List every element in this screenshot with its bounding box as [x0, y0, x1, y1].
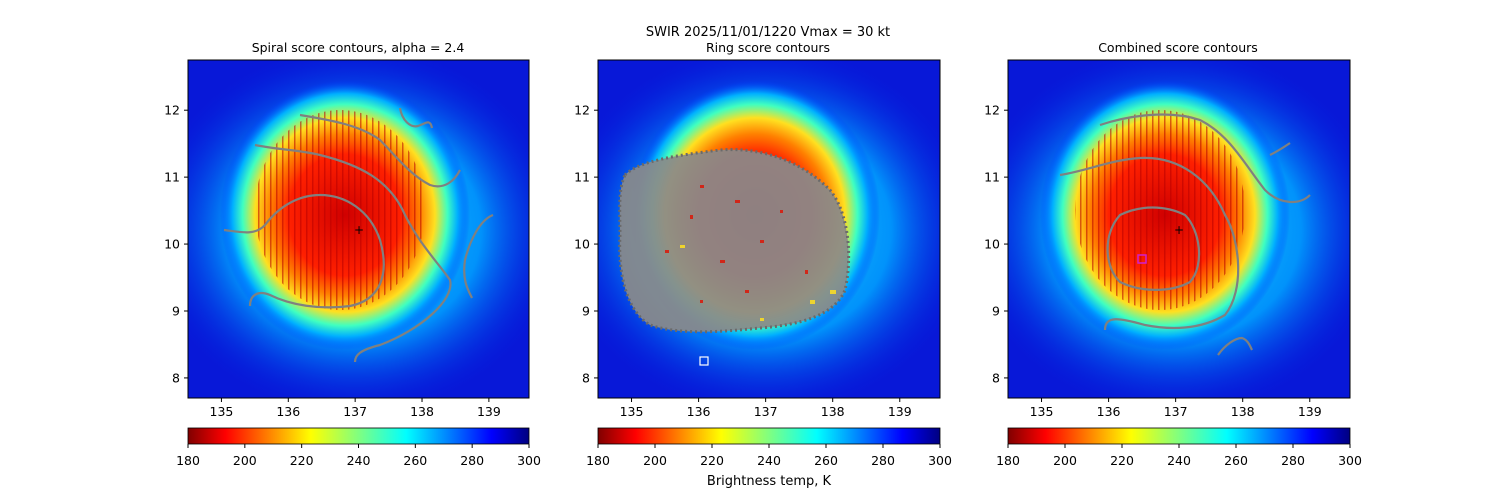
colorbar-1: 180 200 220 240 260 280 300: [176, 427, 541, 468]
y-tick-label: 8: [582, 370, 590, 385]
x-ticks: 135 136 137 138 139: [620, 398, 912, 419]
y-tick-label: 10: [164, 237, 180, 252]
ring-contour-region: [619, 149, 849, 332]
center-marker: +: [354, 223, 364, 237]
colorbar-ticks: 180 200 220 240 260 280 300: [996, 444, 1362, 468]
colorbar-tick-label: 260: [1224, 453, 1248, 468]
colorbar-tick-label: 180: [586, 453, 610, 468]
colorbar-ticks: 180 200 220 240 260 280 300: [586, 444, 952, 468]
colorbar-tick-label: 280: [1281, 453, 1305, 468]
axes-frame: [597, 59, 941, 399]
x-tick-label: 135: [1030, 404, 1054, 419]
x-tick-label: 139: [477, 404, 501, 419]
colorbar-tick-label: 180: [996, 453, 1020, 468]
y-tick-label: 12: [164, 103, 180, 118]
x-tick-label: 138: [410, 404, 434, 419]
x-tick-label: 139: [888, 404, 912, 419]
colorbar-gradient: [1007, 427, 1351, 445]
x-tick-label: 137: [1164, 404, 1188, 419]
colorbar-tick-label: 280: [871, 453, 895, 468]
y-tick-label: 11: [984, 170, 1000, 185]
combined-contour: [1106, 206, 1201, 291]
colorbar-3: 180 200 220 240 260 280 300: [996, 427, 1362, 468]
y-tick-label: 12: [574, 103, 590, 118]
y-tick-label: 9: [992, 303, 1000, 318]
panel-title-combined: Combined score contours: [1098, 40, 1258, 55]
y-tick-label: 11: [574, 170, 590, 185]
colorbar-tick-label: 220: [700, 453, 724, 468]
colorbar-tick-label: 240: [757, 453, 781, 468]
y-tick-label: 8: [992, 370, 1000, 385]
y-ticks: 8 9 10 11 12: [984, 103, 1008, 385]
x-ticks: 135 136 137 138 139: [1030, 398, 1322, 419]
colorbar-gradient: [187, 427, 530, 445]
combined-square-marker: [1137, 254, 1147, 264]
colorbar-tick-label: 220: [1110, 453, 1134, 468]
y-tick-label: 11: [164, 170, 180, 185]
colorbar-label: Brightness temp, K: [707, 474, 832, 489]
colorbar-gradient: [597, 427, 941, 445]
colorbar-tick-label: 260: [814, 453, 838, 468]
x-tick-label: 135: [210, 404, 234, 419]
spiral-contour: [398, 107, 434, 129]
axes-frame: [187, 59, 530, 399]
x-tick-label: 139: [1298, 404, 1322, 419]
axes-frame: [1007, 59, 1351, 399]
y-tick-label: 8: [172, 370, 180, 385]
colorbar-tick-label: 180: [176, 453, 200, 468]
cold-cloud-tops: [255, 110, 425, 310]
spiral-contour: [299, 113, 461, 188]
x-tick-label: 138: [1231, 404, 1255, 419]
y-tick-label: 9: [172, 303, 180, 318]
colorbar-tick-label: 220: [290, 453, 314, 468]
x-tick-label: 136: [1097, 404, 1121, 419]
colorbar-ticks: 180 200 220 240 260 280 300: [176, 444, 541, 468]
y-tick-label: 9: [582, 303, 590, 318]
y-tick-label: 10: [574, 237, 590, 252]
colorbar-tick-label: 260: [403, 453, 427, 468]
x-tick-label: 138: [821, 404, 845, 419]
colorbar-tick-label: 200: [233, 453, 257, 468]
panel-ring: Ring score contours 135 136 137 138 139 8: [574, 40, 941, 419]
x-tick-label: 137: [343, 404, 367, 419]
suptitle: SWIR 2025/11/01/1220 Vmax = 30 kt: [646, 25, 890, 40]
colorbar-tick-label: 200: [643, 453, 667, 468]
y-tick-label: 10: [984, 237, 1000, 252]
spiral-contour: [254, 143, 452, 363]
colorbar-tick-label: 300: [1338, 453, 1362, 468]
combined-contour: [1099, 113, 1311, 203]
y-ticks: 8 9 10 11 12: [164, 103, 188, 385]
ring-speckles: [665, 185, 808, 303]
panel-title-spiral: Spiral score contours, alpha = 2.4: [252, 40, 465, 55]
panel-combined: Combined score contours + 135 136 137 138 13…: [984, 40, 1351, 419]
colorbar-2: 180 200 220 240 260 280 300 Brightness temp, K: [586, 427, 952, 489]
x-tick-label: 135: [620, 404, 644, 419]
panel-spiral: Spiral score contours, alpha = 2.4 + 135…: [164, 40, 530, 419]
ring-square-marker: [699, 356, 709, 366]
center-marker: +: [1174, 223, 1184, 237]
x-tick-label: 136: [687, 404, 711, 419]
colorbar-tick-label: 280: [460, 453, 484, 468]
spiral-contour: [463, 213, 494, 299]
x-tick-label: 136: [276, 404, 300, 419]
y-tick-label: 12: [984, 103, 1000, 118]
colorbar-tick-label: 200: [1053, 453, 1077, 468]
spiral-contour: [223, 193, 385, 309]
ring-contour-edge: [618, 148, 851, 334]
colorbar-tick-label: 300: [928, 453, 952, 468]
colorbar-tick-label: 240: [1167, 453, 1191, 468]
panel-title-ring: Ring score contours: [706, 40, 830, 55]
x-ticks: 135 136 137 138 139: [210, 398, 501, 419]
colorbar-tick-label: 240: [347, 453, 371, 468]
colorbar-tick-label: 300: [517, 453, 541, 468]
combined-contour: [1269, 142, 1291, 156]
ring-speckles-yellow: [680, 245, 836, 321]
y-ticks: 8 9 10 11 12: [574, 103, 598, 385]
combined-contour: [1217, 336, 1253, 356]
combined-contour: [1059, 156, 1240, 331]
cold-cloud-tops: [1075, 110, 1245, 310]
x-tick-label: 137: [754, 404, 778, 419]
